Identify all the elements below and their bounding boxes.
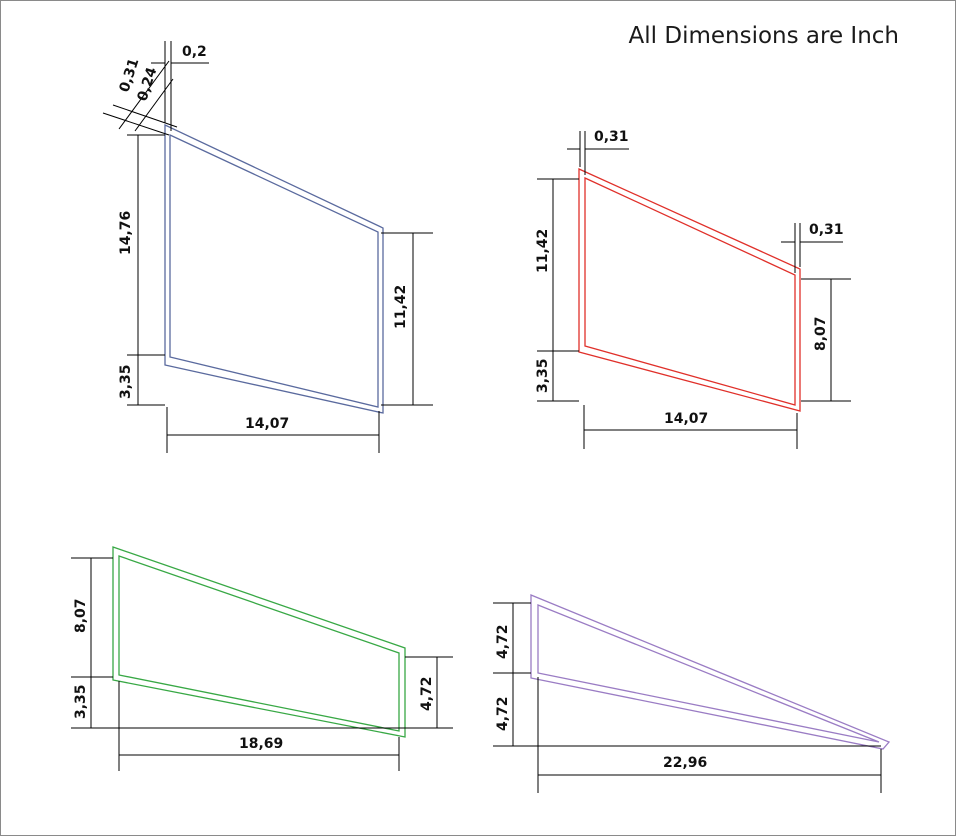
red-frame: 0,31 0,31 11,42 3,35 8,07 14,07 [535,129,851,449]
green-left-upper-label: 8,07 [73,598,89,633]
blue-frame: 0,2 0,31 0,24 14,76 3,35 11,42 14,07 [102,41,433,453]
purple-dimension-lines [493,602,882,793]
purple-left-lower-label: 4,72 [495,696,511,731]
blue-left-upper-label: 14,76 [118,211,134,255]
purple-width-label: 22,96 [663,755,707,771]
blue-frame-outline [164,123,384,414]
purple-frame-outline [530,594,891,750]
red-left-lower-label: 3,35 [535,358,551,393]
purple-frame: 4,72 4,72 22,96 [493,594,891,793]
units-note: All Dimensions are Inch [628,23,899,49]
red-frame-outline [578,167,801,412]
red-right-height-label: 8,07 [813,316,829,351]
blue-width-label: 14,07 [245,416,289,432]
green-left-lower-label: 3,35 [73,684,89,719]
green-right-height-label: 4,72 [419,676,435,711]
red-dimension-lines [537,131,851,449]
blue-left-lower-label: 3,35 [118,364,134,399]
red-right-thickness-label: 0,31 [809,222,844,238]
red-left-thickness-label: 0,31 [594,129,629,145]
green-dimension-lines [71,557,453,771]
blue-top-offset-label: 0,2 [182,44,207,60]
red-width-label: 14,07 [664,411,708,427]
green-frame-outline [112,546,406,738]
red-left-upper-label: 11,42 [535,229,551,273]
purple-left-upper-label: 4,72 [495,624,511,659]
blue-dimension-lines [102,41,433,453]
green-frame: 8,07 3,35 4,72 18,69 [71,546,453,771]
green-width-label: 18,69 [239,736,283,752]
blue-right-height-label: 11,42 [393,285,409,329]
